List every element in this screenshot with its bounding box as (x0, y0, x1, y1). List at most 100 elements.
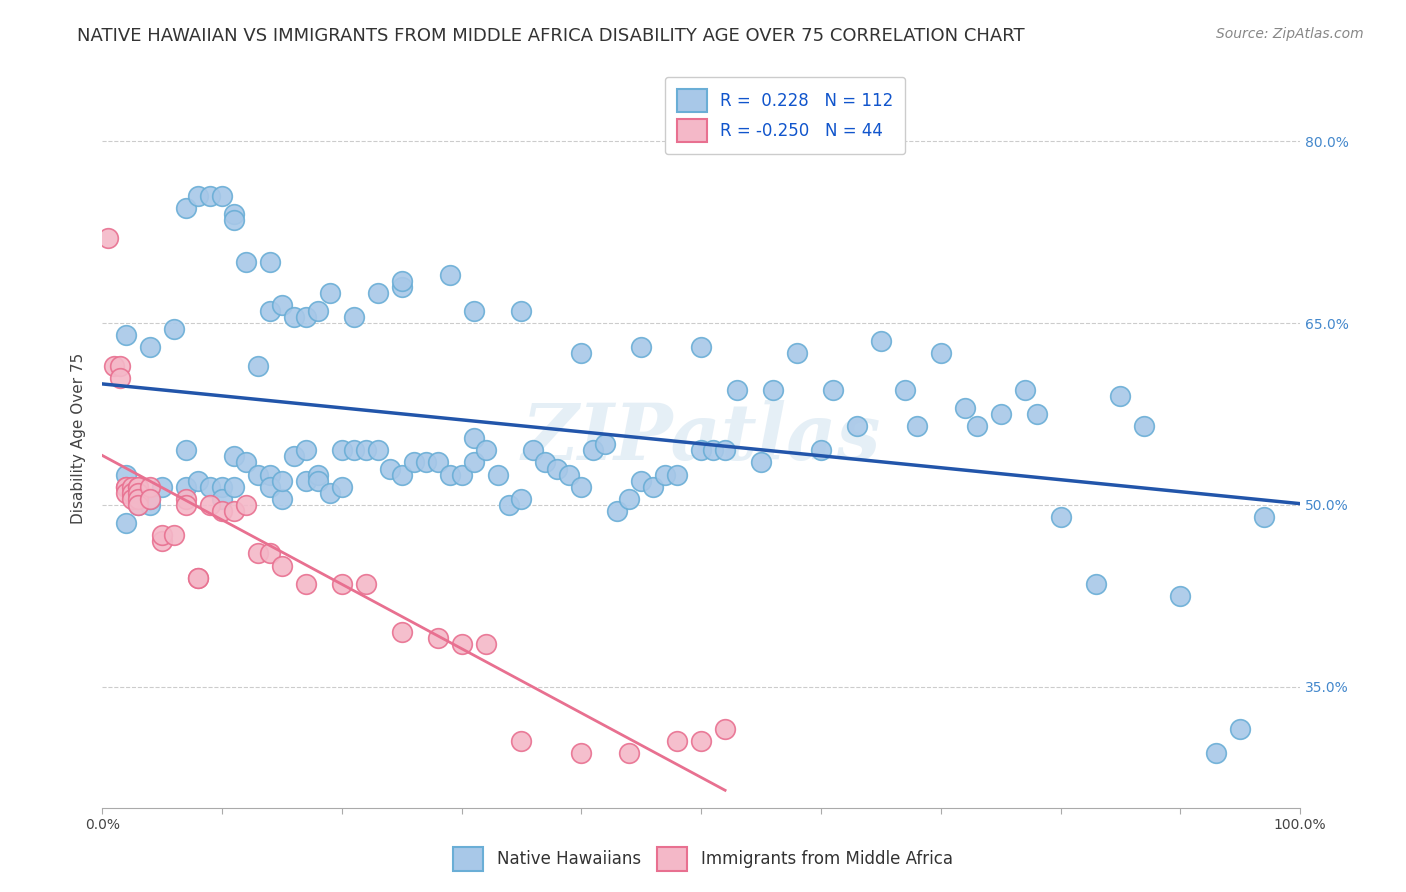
Point (1049, 510, 1071, 524)
Point (595, 437, 617, 451)
Point (343, 310, 366, 324)
Point (115, 328, 138, 343)
Point (786, 346, 808, 360)
Point (211, 504, 233, 518)
Point (702, 443, 724, 458)
Point (174, 201, 197, 215)
Point (749, 455, 772, 469)
Point (966, 419, 988, 434)
Point (569, 480, 592, 494)
Point (330, 576, 353, 591)
Point (235, 455, 257, 469)
Point (211, 189, 233, 203)
Point (187, 189, 209, 203)
Point (307, 474, 329, 488)
Point (450, 467, 472, 482)
Point (319, 285, 342, 300)
Point (391, 467, 413, 482)
Point (139, 491, 162, 506)
Point (174, 443, 197, 458)
Point (690, 340, 713, 354)
Point (97, 231, 120, 245)
Point (402, 455, 425, 469)
Point (139, 498, 162, 512)
Point (510, 491, 533, 506)
Point (869, 334, 891, 349)
Point (415, 455, 437, 469)
Point (569, 747, 592, 761)
Point (163, 322, 186, 336)
Point (845, 419, 868, 434)
Point (259, 480, 281, 494)
Point (391, 274, 413, 288)
Point (108, 370, 131, 384)
Point (115, 467, 138, 482)
Point (1205, 747, 1227, 761)
Point (474, 637, 496, 651)
Point (222, 480, 245, 494)
Point (367, 443, 389, 458)
Point (139, 480, 162, 494)
Point (127, 480, 149, 494)
Point (690, 734, 713, 748)
Point (121, 480, 143, 494)
Point (283, 310, 305, 324)
Point (630, 340, 652, 354)
Point (606, 504, 628, 518)
Point (821, 383, 844, 397)
Point (103, 359, 125, 373)
Point (295, 310, 318, 324)
Point (1168, 589, 1191, 603)
Point (246, 546, 269, 560)
Point (139, 491, 162, 506)
Point (810, 443, 832, 458)
Point (139, 340, 162, 354)
Point (714, 443, 737, 458)
Y-axis label: Disability Age Over 75: Disability Age Over 75 (72, 352, 86, 524)
Point (198, 498, 221, 512)
Point (307, 467, 329, 482)
Point (762, 383, 785, 397)
Point (259, 255, 281, 269)
Point (270, 558, 292, 573)
Legend: Native Hawaiians, Immigrants from Middle Africa: Native Hawaiians, Immigrants from Middle… (444, 839, 962, 880)
Text: Source: ZipAtlas.com: Source: ZipAtlas.com (1216, 27, 1364, 41)
Point (1014, 383, 1036, 397)
Point (295, 443, 318, 458)
Point (463, 455, 485, 469)
Point (498, 498, 520, 512)
Point (270, 491, 292, 506)
Point (439, 268, 461, 282)
Point (690, 443, 713, 458)
Point (259, 467, 281, 482)
Point (115, 480, 138, 494)
Point (127, 480, 149, 494)
Point (235, 255, 257, 269)
Point (270, 298, 292, 312)
Point (222, 207, 245, 221)
Point (174, 491, 197, 506)
Point (283, 450, 305, 464)
Point (150, 534, 173, 549)
Point (163, 528, 186, 542)
Point (330, 480, 353, 494)
Point (391, 625, 413, 640)
Point (121, 485, 143, 500)
Point (463, 304, 485, 318)
Point (905, 419, 928, 434)
Point (666, 467, 689, 482)
Point (894, 383, 917, 397)
Point (127, 498, 149, 512)
Point (115, 516, 138, 530)
Point (198, 480, 221, 494)
Point (474, 443, 496, 458)
Point (307, 304, 329, 318)
Text: NATIVE HAWAIIAN VS IMMIGRANTS FROM MIDDLE AFRICA DISABILITY AGE OVER 75 CORRELAT: NATIVE HAWAIIAN VS IMMIGRANTS FROM MIDDL… (77, 27, 1025, 45)
Point (259, 304, 281, 318)
Point (270, 474, 292, 488)
Point (990, 407, 1012, 421)
Point (150, 528, 173, 542)
Point (534, 455, 557, 469)
Point (714, 722, 737, 736)
Point (127, 485, 149, 500)
